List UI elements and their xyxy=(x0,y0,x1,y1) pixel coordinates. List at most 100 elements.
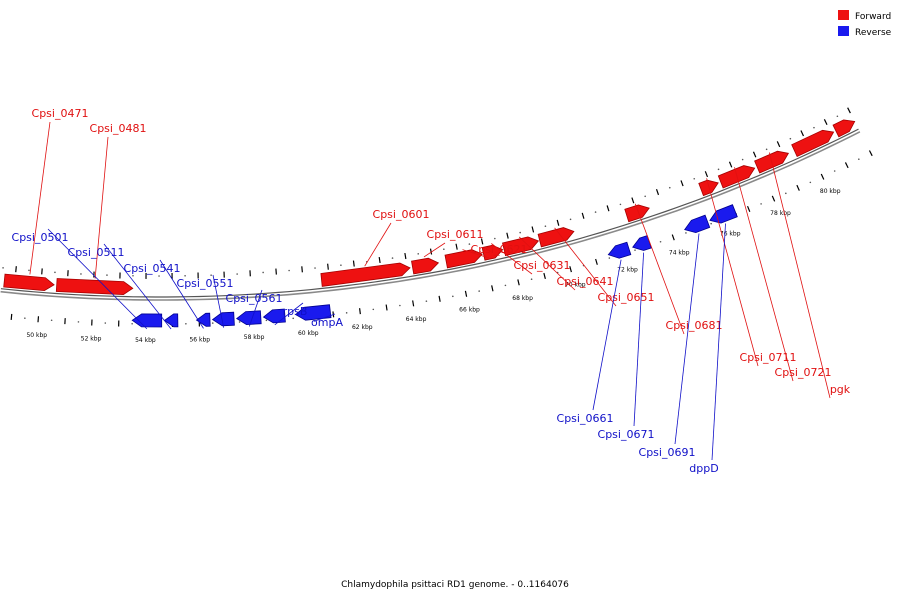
leader-line xyxy=(29,121,51,275)
forward-gene-cpsi_0601 xyxy=(320,262,411,287)
gene-label-cpsi_0471: Cpsi_0471 xyxy=(32,107,89,120)
scale-label: 70 kbp xyxy=(565,282,586,289)
scale-tick xyxy=(606,205,610,212)
gene-label-cpsi_0541: Cpsi_0541 xyxy=(124,262,181,275)
forward-gene-unnamed xyxy=(791,129,835,158)
scale-dot xyxy=(238,321,241,323)
scale-dot xyxy=(693,177,696,180)
scale-dot xyxy=(836,115,839,118)
leader-line xyxy=(313,313,336,322)
leader-line xyxy=(47,228,148,330)
scale-dot xyxy=(443,248,445,250)
scale-dot xyxy=(478,290,480,292)
scale-dot xyxy=(314,267,316,269)
reverse-gene-dppd xyxy=(709,204,738,224)
gene-label-cpsi_0651: Cpsi_0651 xyxy=(598,291,655,304)
scale-dot xyxy=(262,271,264,274)
scale-dot xyxy=(668,186,671,189)
scale-tick xyxy=(631,197,635,204)
scale-label: 72 kbp xyxy=(617,266,638,273)
scale-dot xyxy=(211,322,214,324)
legend-reverse-label: Reverse xyxy=(855,28,892,38)
reverse-gene-rpsb xyxy=(262,308,286,324)
leader-line xyxy=(554,227,617,307)
scale-tick xyxy=(10,313,13,320)
forward-gene-unnamed xyxy=(832,119,856,138)
scale-tick xyxy=(491,285,494,292)
scale-tick xyxy=(746,205,751,212)
scale-tick xyxy=(556,219,560,226)
scale-dot xyxy=(789,137,792,140)
gene-label-cpsi_0631: Cpsi_0631 xyxy=(514,259,571,272)
reverse-gene-cpsi_0671 xyxy=(632,235,652,251)
gene-label-cpsi_0671: Cpsi_0671 xyxy=(598,428,655,441)
scale-label: 52 kbp xyxy=(81,336,102,343)
scale-dot xyxy=(132,274,134,277)
scale-dot xyxy=(833,170,836,172)
scale-dot xyxy=(710,222,712,225)
gene-label-cpsi_0551: Cpsi_0551 xyxy=(177,277,234,290)
gene-label-rpsb: rpsB xyxy=(283,305,308,318)
scale-dot xyxy=(210,274,212,276)
reverse-gene-cpsi_0511 xyxy=(163,313,179,328)
gene-label-cpsi_0601: Cpsi_0601 xyxy=(373,208,430,221)
scale-label: 68 kbp xyxy=(512,295,533,302)
scale-dot xyxy=(417,253,420,255)
scale-dot xyxy=(452,295,454,298)
scale-tick xyxy=(15,266,17,273)
scale-tick xyxy=(671,234,675,241)
legend-forward-label: Forward xyxy=(855,12,891,22)
gene-label-cpsi_0481: Cpsi_0481 xyxy=(90,122,147,135)
scale-dot xyxy=(399,304,401,307)
leader-line xyxy=(592,259,622,411)
scale-dot xyxy=(809,181,812,184)
scale-label: 64 kbp xyxy=(406,316,427,323)
reverse-gene-cpsi_0501 xyxy=(131,313,163,328)
scale-label: 60 kbp xyxy=(298,330,319,337)
leader-line xyxy=(674,233,700,445)
forward-gene-cpsi_0471 xyxy=(3,273,55,292)
scale-dot xyxy=(158,275,160,277)
scale-dot xyxy=(765,148,768,151)
scale-tick xyxy=(327,263,329,270)
scale-label: 62 kbp xyxy=(352,324,373,331)
reverse-gene-cpsi_0561 xyxy=(235,310,262,326)
reverse-gene-cpsi_0541 xyxy=(195,312,211,327)
leader-line xyxy=(274,302,304,326)
forward-gene-cpsi_0631 xyxy=(481,244,504,261)
forward-gene-cpsi_0611 xyxy=(411,257,440,275)
scale-tick xyxy=(517,279,520,286)
scale-tick xyxy=(680,180,684,187)
scale-dot xyxy=(685,232,687,234)
gene-label-cpsi_0501: Cpsi_0501 xyxy=(12,231,69,244)
scale-dot xyxy=(185,322,187,325)
scale-dot xyxy=(644,195,646,198)
reverse-gene-ompa xyxy=(294,304,332,321)
scale-dot xyxy=(104,322,107,324)
scale-tick xyxy=(752,151,757,158)
gene-label-cpsi_0641: Cpsi_0641 xyxy=(557,275,614,288)
leader-line xyxy=(633,252,644,427)
scale-dot xyxy=(236,273,238,275)
scale-dot xyxy=(265,319,268,322)
scale-dot xyxy=(659,240,662,243)
legend-forward-swatch xyxy=(838,10,849,20)
scale-dot xyxy=(345,312,348,314)
scale-label: 76 kbp xyxy=(720,231,741,238)
scale-dot xyxy=(340,264,342,266)
scale-tick xyxy=(506,232,509,239)
scale-tick xyxy=(429,248,433,255)
leader-line xyxy=(706,178,759,367)
scale-tick xyxy=(776,141,781,148)
leader-line xyxy=(423,242,446,258)
scale-tick xyxy=(480,238,484,245)
scale-dot xyxy=(717,168,720,171)
leader-line xyxy=(711,223,726,461)
scale-label: 50 kbp xyxy=(26,332,47,339)
scale-tick xyxy=(404,252,407,260)
forward-gene-cpsi_0481 xyxy=(55,278,134,296)
legend-reverse-swatch xyxy=(838,26,849,36)
leader-line xyxy=(94,136,109,279)
scale-dot xyxy=(80,273,82,275)
scale-dot xyxy=(519,231,521,234)
